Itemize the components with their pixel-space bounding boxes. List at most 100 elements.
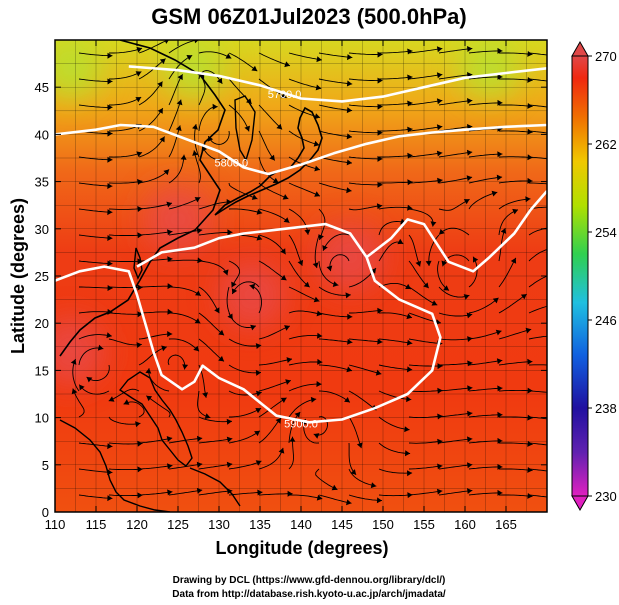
streamline-arrow bbox=[244, 125, 250, 132]
y-tick-label: 25 bbox=[35, 269, 49, 284]
streamline bbox=[378, 338, 413, 344]
streamline bbox=[468, 102, 503, 106]
streamline bbox=[78, 182, 113, 187]
streamline-arrow bbox=[527, 177, 533, 184]
streamline bbox=[318, 390, 351, 403]
streamline-arrow bbox=[280, 92, 287, 99]
streamline-arrow bbox=[257, 489, 263, 496]
cool-center-2 bbox=[459, 40, 520, 99]
streamline-arrow bbox=[467, 410, 473, 417]
streamline bbox=[138, 202, 173, 210]
streamline-arrow bbox=[377, 338, 383, 345]
streamline bbox=[499, 78, 533, 81]
streamline bbox=[378, 364, 413, 371]
streamline bbox=[138, 491, 173, 496]
streamline-arrow bbox=[423, 282, 429, 289]
streamline bbox=[231, 281, 260, 295]
streamline-arrow bbox=[194, 318, 201, 324]
streamline bbox=[228, 260, 241, 288]
streamline bbox=[79, 286, 113, 289]
streamline-arrow bbox=[145, 368, 152, 374]
streamline-arrow bbox=[415, 260, 422, 267]
streamline-arrow bbox=[467, 360, 473, 367]
streamline-arrow bbox=[557, 470, 562, 476]
streamline-arrow bbox=[310, 396, 317, 403]
streamline-arrow bbox=[246, 98, 252, 104]
streamline-arrow bbox=[108, 396, 115, 402]
streamline bbox=[258, 208, 290, 224]
streamline bbox=[109, 152, 143, 158]
credit-line-drawing: Drawing by DCL (https://www.gfd-dennou.o… bbox=[173, 575, 446, 586]
streamline bbox=[228, 390, 262, 396]
streamline-arrow bbox=[70, 359, 77, 365]
streamline-arrow bbox=[313, 296, 320, 303]
streamline bbox=[108, 260, 143, 262]
streamline-arrow bbox=[107, 443, 113, 450]
streamline bbox=[138, 136, 165, 158]
streamline-arrow bbox=[282, 194, 289, 200]
streamline-arrow bbox=[520, 294, 527, 300]
streamline bbox=[288, 130, 320, 146]
streamline-arrow bbox=[376, 203, 383, 210]
streamline bbox=[408, 126, 443, 132]
streamline bbox=[498, 293, 527, 314]
streamline-arrow bbox=[135, 421, 141, 428]
streamline-arrow bbox=[159, 58, 166, 65]
streamline bbox=[228, 460, 262, 470]
warm-center-3 bbox=[217, 260, 286, 329]
y-tick-label: 0 bbox=[42, 505, 49, 520]
streamline-arrow bbox=[137, 440, 143, 447]
streamline bbox=[498, 389, 533, 392]
streamline bbox=[168, 55, 193, 80]
streamline bbox=[198, 416, 233, 423]
streamline-arrow bbox=[347, 338, 353, 345]
streamline bbox=[468, 387, 503, 392]
streamline-arrow bbox=[285, 379, 291, 385]
streamline-arrow bbox=[167, 308, 173, 315]
streamline bbox=[228, 364, 262, 374]
x-tick-label: 155 bbox=[413, 517, 435, 532]
streamline-arrow bbox=[497, 463, 503, 470]
streamline-arrow bbox=[377, 181, 383, 188]
streamline bbox=[168, 154, 185, 184]
streamline bbox=[529, 182, 547, 185]
streamline bbox=[138, 333, 173, 340]
streamline-arrow bbox=[204, 413, 211, 419]
streamline bbox=[498, 328, 532, 340]
streamline bbox=[78, 104, 113, 108]
streamline-arrow bbox=[497, 437, 503, 444]
streamline bbox=[329, 254, 350, 272]
streamline-arrow bbox=[467, 385, 473, 392]
streamline-arrow bbox=[97, 344, 104, 351]
streamline-arrow bbox=[251, 65, 258, 72]
streamline-arrow bbox=[377, 103, 383, 110]
streamline-arrow bbox=[437, 488, 443, 495]
streamline-arrow bbox=[377, 77, 383, 84]
streamline bbox=[168, 338, 200, 352]
colorbar: 230 238 246 254 262 270 bbox=[571, 40, 617, 512]
contour-label-1: 5800.0 bbox=[214, 158, 248, 170]
streamline-arrow bbox=[167, 463, 173, 470]
streamline-arrow bbox=[370, 482, 377, 489]
streamline bbox=[408, 465, 443, 470]
streamline bbox=[378, 241, 404, 262]
streamline bbox=[348, 78, 383, 82]
streamline-arrow bbox=[346, 366, 352, 373]
streamline bbox=[438, 337, 473, 341]
streamline-arrow bbox=[123, 399, 130, 405]
y-tick-label: 15 bbox=[35, 363, 49, 378]
streamline-arrow bbox=[437, 363, 443, 370]
streamline bbox=[468, 359, 503, 366]
streamline-arrow bbox=[164, 40, 169, 44]
streamline-arrow bbox=[437, 177, 443, 184]
streamline bbox=[258, 493, 293, 496]
streamline bbox=[198, 51, 232, 59]
streamline-arrow bbox=[436, 124, 443, 131]
streamline bbox=[313, 416, 328, 436]
streamline bbox=[138, 285, 173, 288]
streamline bbox=[318, 182, 352, 192]
streamline-arrow bbox=[436, 98, 443, 105]
height-contours: 5700.0 5800.0 5900.0 bbox=[55, 65, 547, 430]
streamline bbox=[168, 197, 201, 210]
streamline-arrow bbox=[557, 182, 562, 188]
